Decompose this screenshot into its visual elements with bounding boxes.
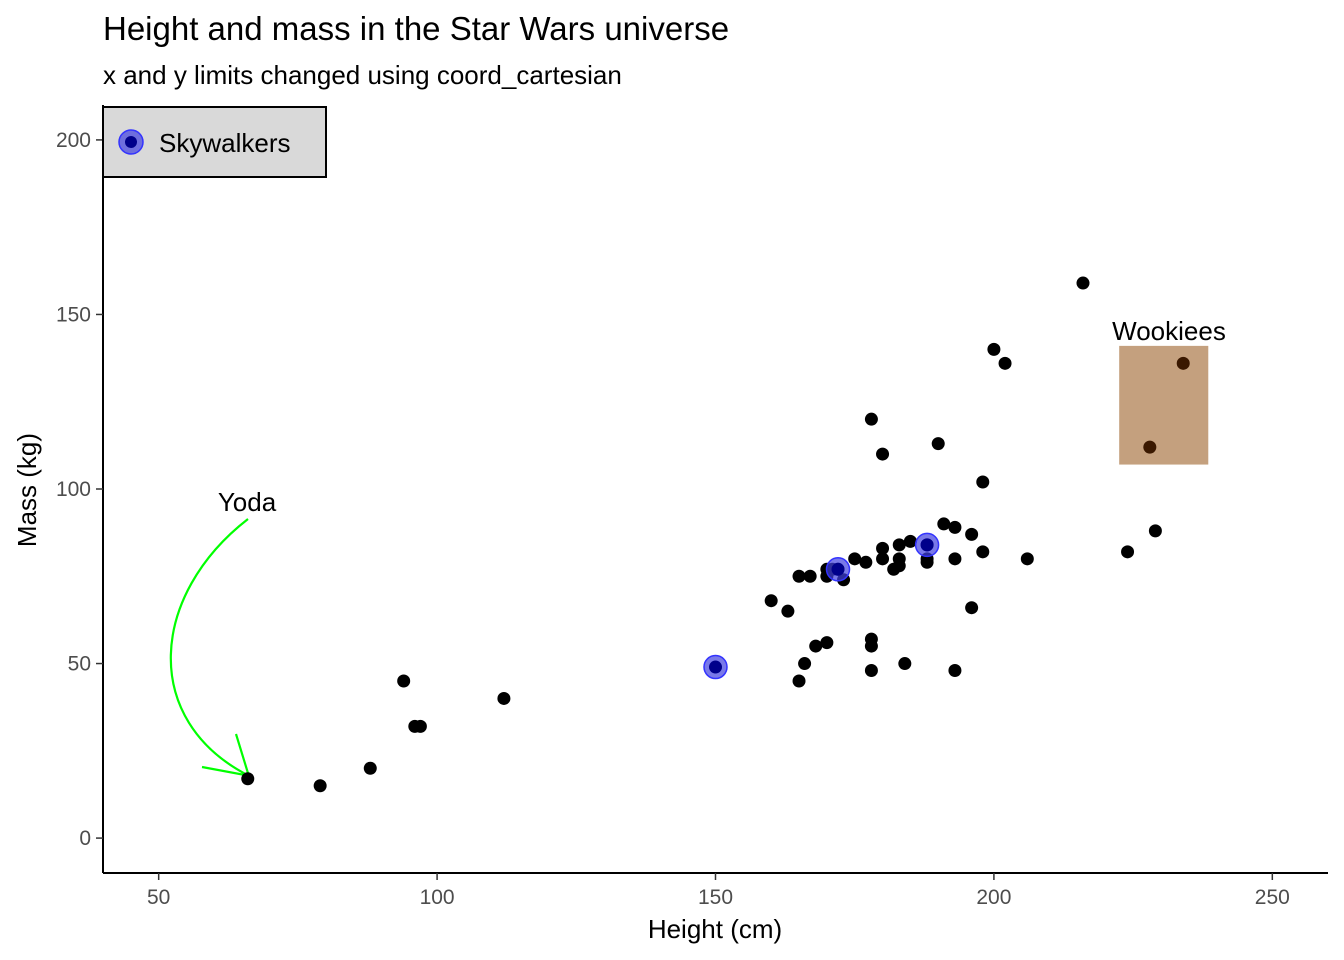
x-tick-label: 150 xyxy=(698,886,733,909)
wookiees-highlight-rect xyxy=(1119,345,1209,465)
data-point xyxy=(876,552,890,566)
data-point xyxy=(363,761,377,775)
data-point xyxy=(313,779,327,793)
data-point xyxy=(792,674,806,688)
data-point xyxy=(792,569,806,583)
annotation-layer xyxy=(169,345,1209,778)
data-point xyxy=(798,657,812,671)
skywalker-point xyxy=(831,562,845,576)
data-point xyxy=(864,639,878,653)
chart-subtitle: x and y limits changed using coord_carte… xyxy=(103,60,622,90)
data-point xyxy=(948,552,962,566)
data-point xyxy=(948,520,962,534)
data-point xyxy=(1121,545,1135,559)
points-layer xyxy=(241,276,1190,793)
data-point xyxy=(948,664,962,678)
data-point xyxy=(413,719,427,733)
data-point xyxy=(937,517,951,531)
y-tick-label: 150 xyxy=(56,303,91,326)
y-axis-title: Mass (kg) xyxy=(12,433,42,547)
chart-title: Height and mass in the Star Wars univers… xyxy=(103,10,729,47)
skywalker-point xyxy=(709,660,722,674)
data-point xyxy=(864,412,878,426)
data-point xyxy=(803,569,817,583)
wookiees-annotation-label: Wookiees xyxy=(1112,316,1226,346)
data-point xyxy=(987,342,1001,356)
x-tick-label: 200 xyxy=(976,886,1011,909)
data-point xyxy=(920,555,934,569)
x-tick-label: 250 xyxy=(1255,886,1290,909)
yoda-annotation-label: Yoda xyxy=(218,487,277,517)
yoda-arrow-head xyxy=(201,733,251,778)
data-point xyxy=(864,664,878,678)
wookiee-point xyxy=(1143,440,1157,454)
yoda-arrow xyxy=(169,518,250,777)
data-point xyxy=(764,594,778,608)
y-tick-label: 100 xyxy=(56,478,91,501)
x-tick-label: 50 xyxy=(147,886,170,909)
data-point xyxy=(809,639,823,653)
data-point xyxy=(876,447,890,461)
y-tick-label: 0 xyxy=(79,827,91,850)
x-tick-label: 100 xyxy=(420,886,455,909)
axis-ticks: 50 100 150 200 250 0 50 100 150 200 xyxy=(56,129,1290,909)
data-point xyxy=(965,601,979,615)
data-point xyxy=(931,437,945,451)
data-point xyxy=(965,527,979,541)
data-point xyxy=(892,538,906,552)
skywalker-point xyxy=(920,538,934,552)
data-point xyxy=(998,356,1012,370)
data-point xyxy=(859,555,873,569)
x-axis-title: Height (cm) xyxy=(648,914,782,944)
data-point xyxy=(976,475,990,489)
data-point xyxy=(898,657,912,671)
data-point xyxy=(892,559,906,573)
data-point xyxy=(497,691,511,705)
legend-key-dot xyxy=(125,136,137,148)
data-point xyxy=(781,604,795,618)
data-point xyxy=(976,545,990,559)
data-point xyxy=(241,772,255,786)
data-point xyxy=(1076,276,1090,290)
data-point xyxy=(876,541,890,555)
data-point xyxy=(1020,552,1034,566)
data-point xyxy=(903,534,917,548)
legend-label-skywalkers: Skywalkers xyxy=(159,128,290,158)
legend: Skywalkers xyxy=(102,106,327,178)
data-point xyxy=(820,636,834,650)
wookiee-point xyxy=(1176,356,1190,370)
y-tick-label: 200 xyxy=(56,129,91,152)
data-point xyxy=(1148,524,1162,538)
legend-box xyxy=(102,106,327,178)
data-point xyxy=(848,552,862,566)
y-tick-label: 50 xyxy=(68,653,91,676)
data-point xyxy=(397,674,411,688)
